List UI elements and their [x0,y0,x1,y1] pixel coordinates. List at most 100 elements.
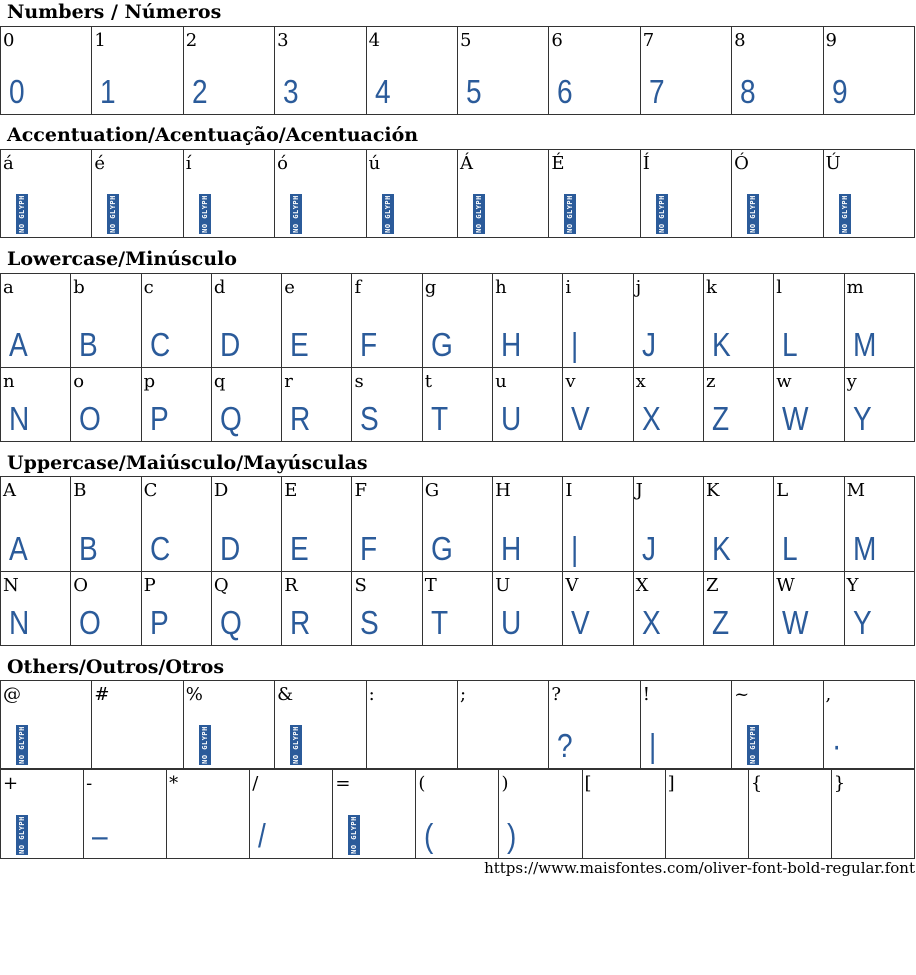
character-label: s [354,371,364,392]
character-label: F [354,480,367,501]
glyph-sample: Y [852,604,872,641]
character-label: V [565,575,579,596]
character-label: Ú [825,153,841,174]
glyph-sample: V [571,400,591,437]
glyph-sample: O [79,400,102,437]
glyph-sample: X [641,400,661,437]
glyph-row: + NO GLYPH - – * / / = NO GLYPH(())[]{} [0,769,916,859]
glyph-sample: Y [852,400,872,437]
glyph-sample: V [571,604,591,641]
glyph-sample: 8 [740,73,756,110]
no-glyph-icon: NO GLYPH [381,194,394,234]
no-glyph-icon: NO GLYPH [348,815,361,855]
character-label: 5 [459,30,472,51]
glyph-sample: O [79,604,102,641]
character-label: H [495,480,511,501]
character-label: i [565,277,572,298]
character-label: L [776,480,789,501]
character-label: R [284,575,298,596]
character-label: p [143,371,156,392]
character-label: d [213,277,226,298]
glyph-cell: % NO GLYPH [182,680,276,769]
character-label: n [3,371,15,392]
character-label: t [424,371,433,392]
glyph-row: @ NO GLYPH #% NO GLYPH & NO GLYPH:;??! | ~ NO GL… [0,680,916,769]
no-glyph-icon: NO GLYPH [290,725,303,765]
glyph-sample: J [641,326,656,363]
glyph-cell: - – [83,769,168,859]
character-label: 9 [825,30,837,51]
character-label: , [825,684,832,705]
character-label: Á [459,153,473,174]
no-glyph-icon: NO GLYPH [16,194,28,234]
glyph-sample: P [149,604,169,641]
glyph-cell: Ó NO GLYPH [731,149,824,238]
character-label: w [776,371,792,392]
section-title: Lowercase/Minúsculo [7,248,237,270]
glyph-sample: U [501,400,522,437]
character-label: = [335,773,351,794]
glyph-sample: | [648,727,657,764]
character-label: 3 [277,30,289,51]
glyph-sample: K [711,530,731,567]
glyph-table: á NO GLYPH é NO GLYPH í NO GLYPH ó NO GLYPH ú NO … [0,149,916,238]
character-label: ~ [734,684,750,705]
glyph-sample: A [9,530,28,567]
glyph-cell: Í NO GLYPH [639,149,733,238]
character-label: 2 [185,30,198,51]
character-label: S [354,575,367,596]
character-label: + [3,773,19,794]
glyph-sample: T [430,604,448,641]
character-label: c [143,277,154,298]
glyph-cell: Ú NO GLYPH [822,149,916,238]
character-label: f [354,277,362,298]
character-label: e [284,277,295,298]
character-label: É [551,153,565,174]
glyph-cell: ?? [548,680,641,769]
glyph-sample: L [782,326,798,363]
glyph-sample: U [501,604,522,641]
glyph-cell: (( [415,769,500,859]
no-glyph-icon: NO GLYPH [198,194,211,234]
glyph-cell: , · [822,680,916,769]
character-label: D [213,480,229,501]
glyph-sample: D [219,326,241,363]
character-label: - [86,773,93,794]
no-glyph-icon: NO GLYPH [16,725,28,765]
character-label: 8 [734,30,746,51]
glyph-sample: 9 [831,73,848,110]
glyph-sample: | [571,530,579,567]
glyph-sample: A [9,326,28,363]
character-label: b [73,277,85,298]
character-label: K [705,480,720,501]
character-label: Q [213,575,229,596]
glyph-sample: ) [507,817,517,854]
glyph-cell: ~ NO GLYPH [731,680,824,769]
character-label: Z [705,575,719,596]
character-label: X [635,575,649,596]
no-glyph-icon: NO GLYPH [747,725,760,765]
glyph-sample: 7 [648,73,665,110]
